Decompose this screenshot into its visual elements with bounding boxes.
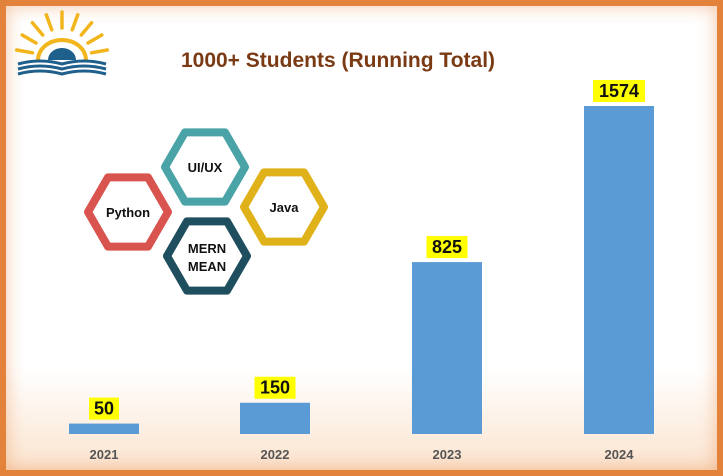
data-label-2023: 825 [432,237,462,257]
data-label-2021: 50 [94,399,114,419]
data-label-2022: 150 [260,378,290,398]
sun-ray [70,13,80,32]
hexagon-label-2: MEAN [188,259,226,274]
x-tick-2023: 2023 [433,447,462,462]
sunrise-open-book-logo [14,10,110,76]
bar-2024 [584,106,654,434]
sun-ray [20,33,38,45]
book-wave [17,59,107,66]
x-tick-2022: 2022 [261,447,290,462]
x-tick-2021: 2021 [90,447,119,462]
bar-2023 [412,262,482,434]
bar-2022 [240,402,310,434]
hexagon-outline [240,168,328,246]
hexagon-python: Python [84,173,172,251]
hexagon-label: Python [106,205,150,220]
sun-ray [14,48,35,55]
bar-series [69,106,654,434]
bar-2021 [69,423,139,434]
x-axis-ticks: 2021 2022 2023 2024 [90,447,635,462]
course-hexagon-cluster: UI/UX Python Java MERN MEAN [84,128,328,295]
sun-ray [30,21,45,37]
data-label-bg [426,236,468,259]
hexagon-uiux: UI/UX [161,128,249,206]
hexagon-outline [163,217,251,295]
sun-ray [79,21,94,37]
hexagon-label: MERN [188,241,226,256]
sun-ray [44,13,54,32]
data-label-2024: 1574 [599,81,639,101]
hexagon-java: Java [240,168,328,246]
sun-ray [86,33,104,45]
data-label-bg [593,80,645,102]
hexagon-label: Java [270,200,300,215]
hexagon-outline [161,128,249,206]
x-tick-2024: 2024 [605,447,635,462]
sun-ray [89,48,110,55]
book-wave [17,69,107,76]
sun-core [48,48,76,60]
data-labels: 50 150 825 1574 [89,80,645,420]
chart-title: 1000+ Students (Running Total) [181,49,495,72]
hexagon-label: UI/UX [188,160,223,175]
data-label-bg [89,397,119,420]
book-wave [17,64,107,71]
hexagon-outline [84,173,172,251]
hexagon-mern: MERN MEAN [163,217,251,295]
data-label-bg [254,376,296,399]
